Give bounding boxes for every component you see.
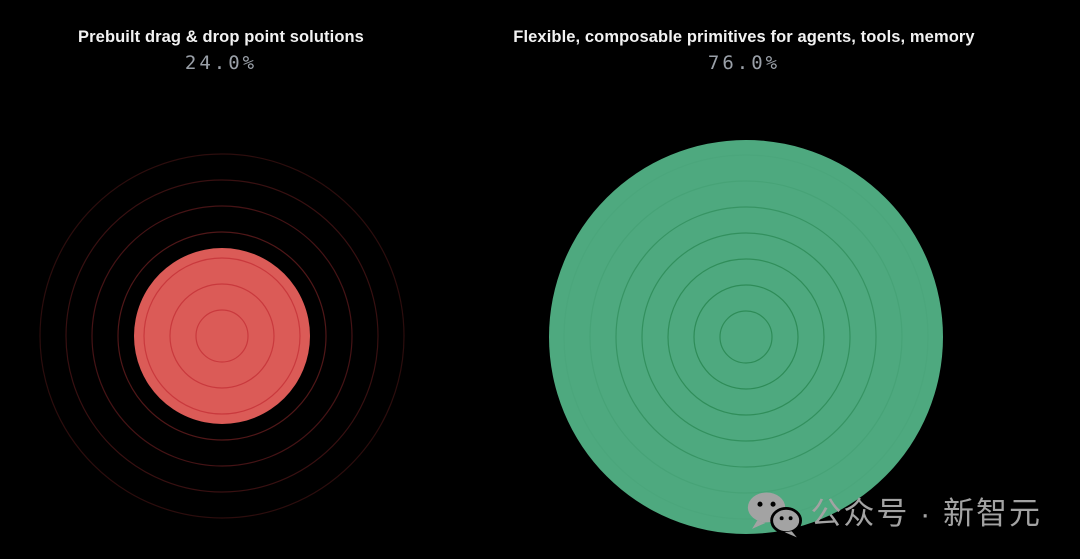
watermark: 公众号 · 新智元 (746, 489, 1042, 539)
grid-ring (667, 258, 825, 416)
grid-ring (719, 310, 773, 364)
grid-ring (39, 153, 405, 519)
grid-ring (117, 231, 327, 441)
grid-ring (693, 284, 799, 390)
grid-ring (143, 257, 301, 415)
watermark-text: 公众号 · 新智元 (810, 496, 1042, 531)
chart-title-left: Prebuilt drag & drop point solutions (78, 28, 364, 46)
grid-ring (589, 180, 903, 494)
chart-value-left: 24.0% (184, 52, 258, 74)
grid-ring (195, 309, 249, 363)
bubble-circle (549, 140, 943, 534)
chart-header-left: Prebuilt drag & drop point solutions 24.… (78, 27, 364, 73)
grid-ring (169, 283, 275, 389)
bubble-circle (134, 248, 310, 424)
grid-ring (615, 206, 877, 468)
chart-title-right: Flexible, composable primitives for agen… (513, 28, 975, 46)
grid-ring (65, 179, 379, 493)
chart-header-right: Flexible, composable primitives for agen… (513, 27, 974, 73)
grid-ring (91, 205, 353, 467)
wechat-icon (748, 492, 803, 538)
bubble-group-1 (549, 140, 943, 534)
chart-value-right: 76.0% (707, 52, 781, 74)
grid-ring (563, 154, 929, 520)
bubble-group-0 (39, 153, 405, 519)
grid-ring (641, 232, 851, 442)
